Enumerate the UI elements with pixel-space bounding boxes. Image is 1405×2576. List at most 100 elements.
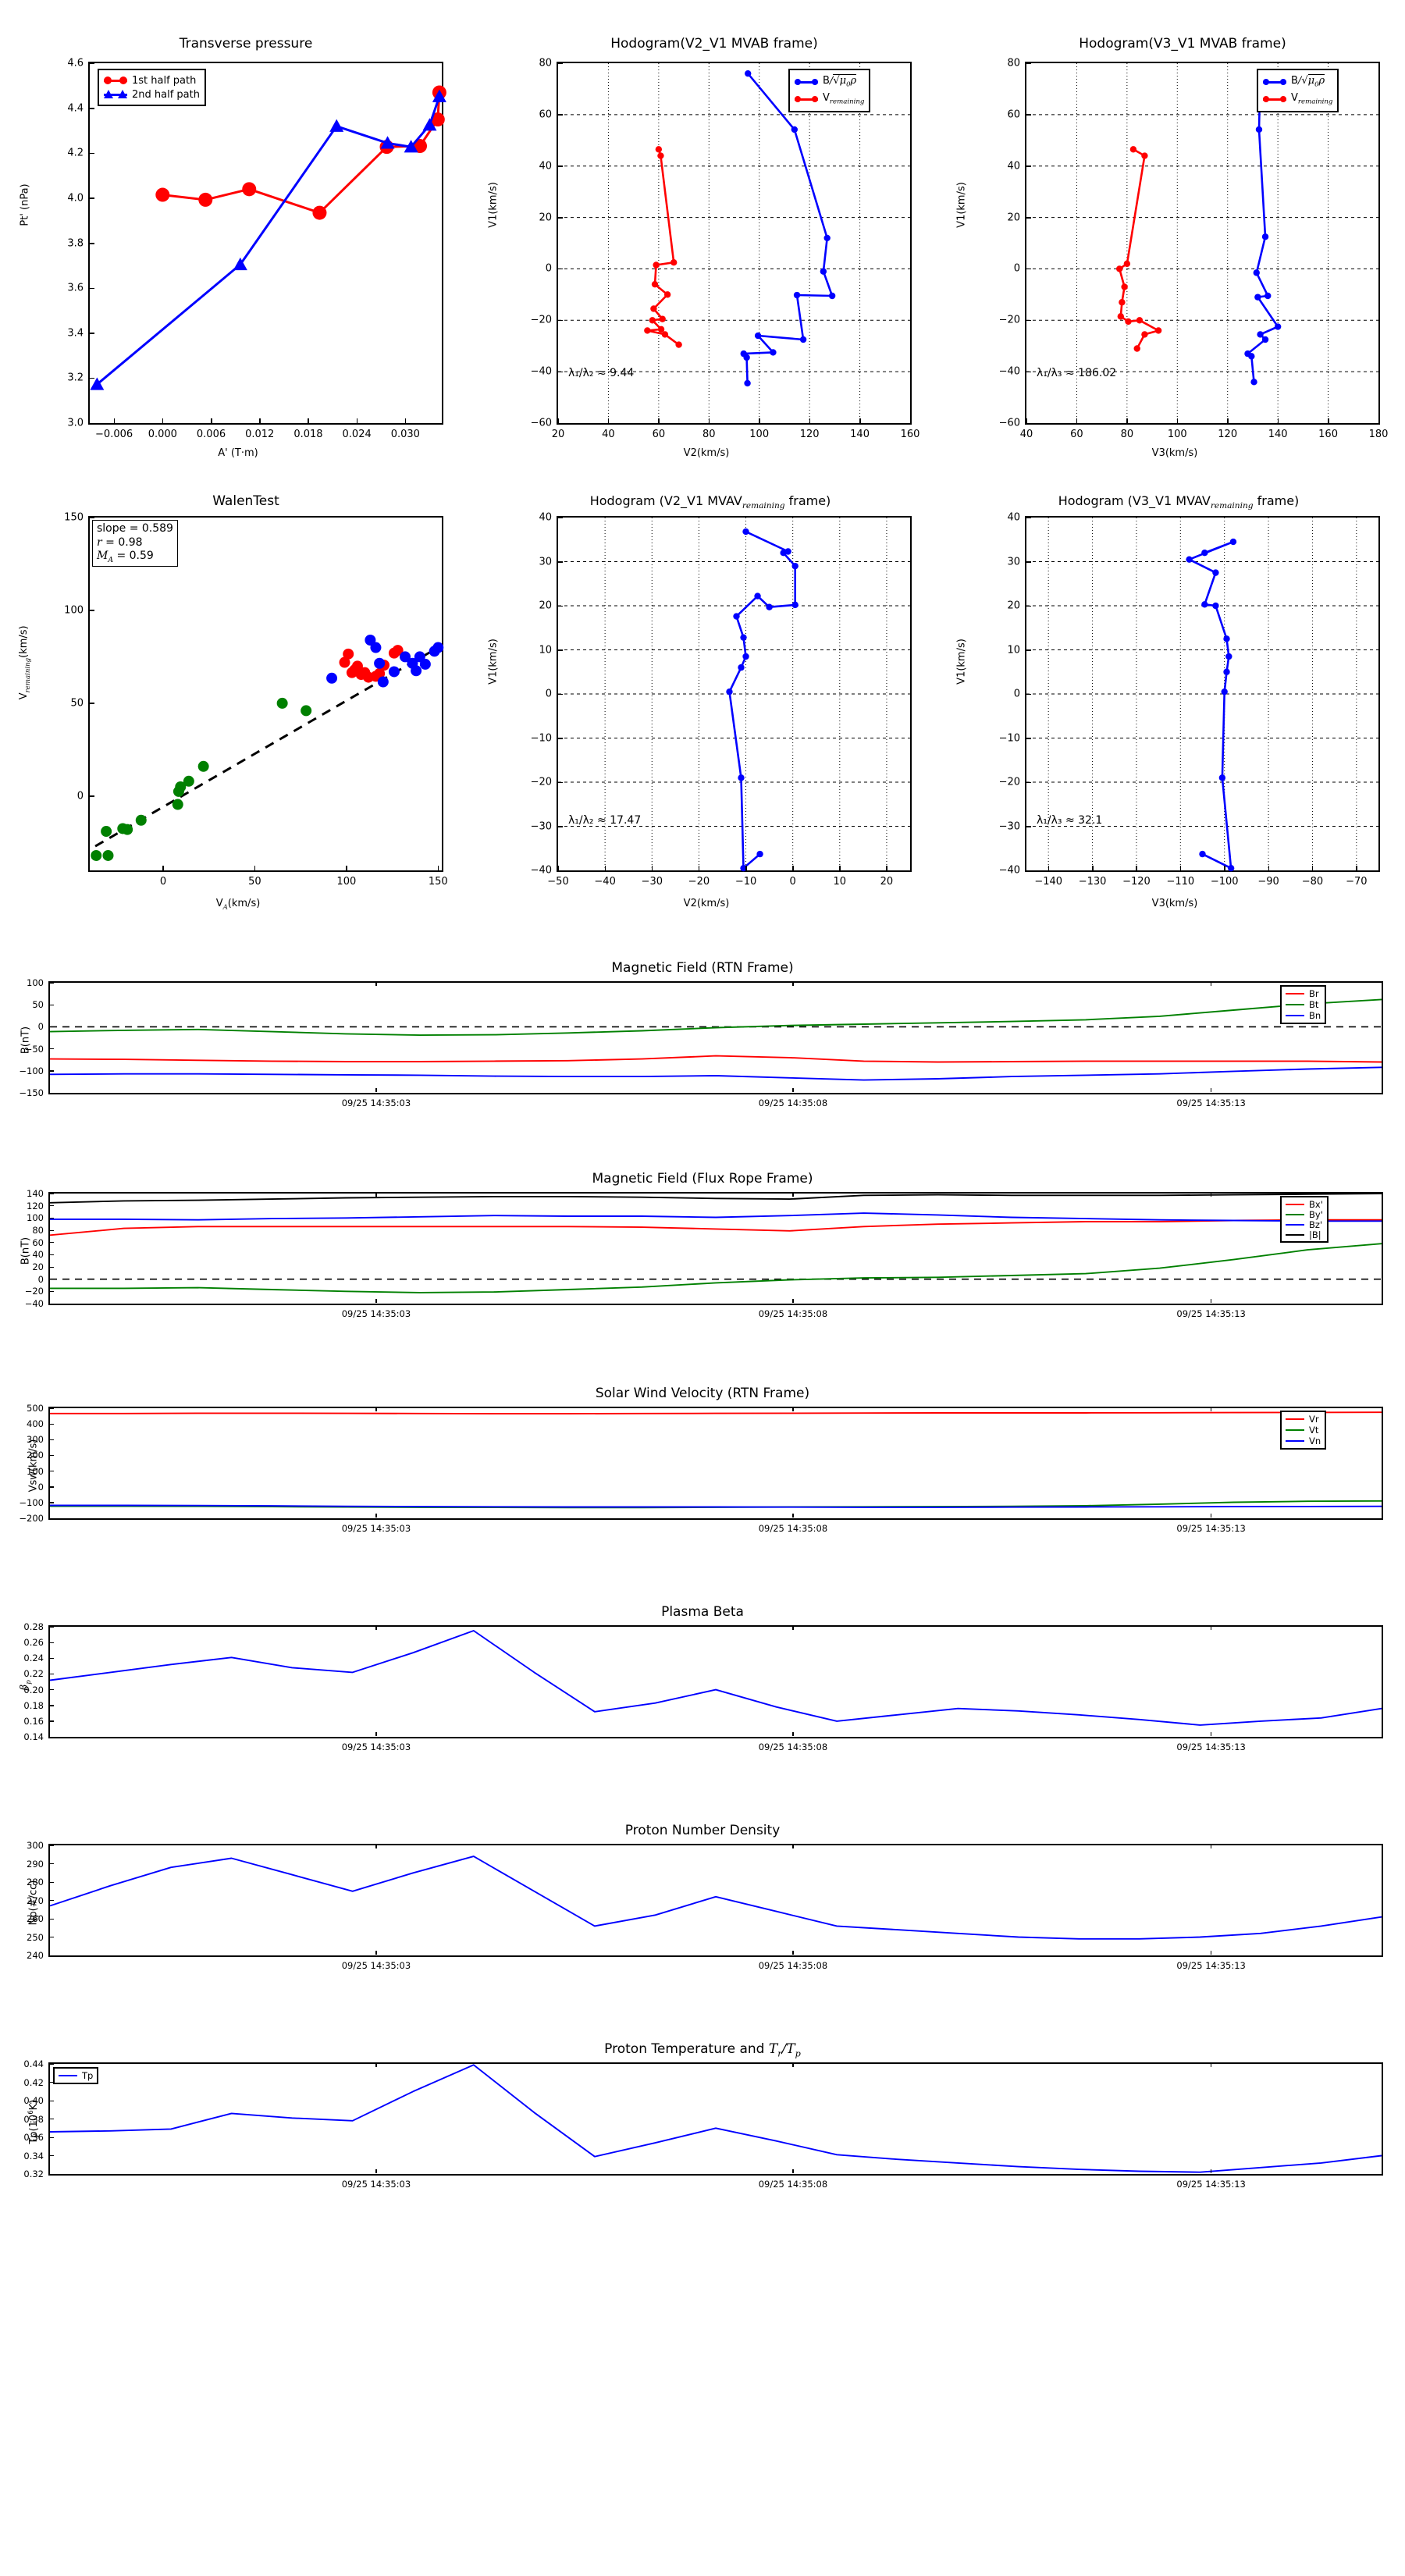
stat-ma: MA = 0.59 <box>97 550 154 564</box>
x-tick-label: 80 <box>1120 429 1134 440</box>
x-tick-mark <box>792 1514 794 1517</box>
y-tick-mark <box>50 2063 54 2065</box>
x-tick-mark <box>658 418 660 423</box>
x-axis-label: A' (T·m) <box>218 447 258 459</box>
y-tick-mark <box>558 517 563 518</box>
y-tick-mark <box>50 1205 54 1207</box>
x-tick-mark-top <box>792 1845 794 1848</box>
y-tick-mark <box>90 243 94 244</box>
y-tick-mark <box>1026 561 1031 563</box>
y-tick-mark <box>90 517 94 518</box>
x-tick-mark <box>604 866 606 870</box>
y-tick-mark <box>50 1217 54 1219</box>
x-tick-mark <box>437 866 439 870</box>
y-tick-label: 0 <box>1013 262 1020 275</box>
y-tick-label: 4.6 <box>67 57 84 69</box>
y-tick-label: 30 <box>1007 556 1020 568</box>
x-tick-label: 40 <box>1019 429 1033 440</box>
y-tick-label: −100 <box>19 1496 44 1508</box>
y-tick-label: 150 <box>64 511 84 524</box>
x-tick-mark <box>162 866 164 870</box>
y-tick-label: 4.2 <box>67 147 84 159</box>
plot-area <box>48 1192 1383 1305</box>
y-tick-label: 300 <box>27 1434 44 1446</box>
y-axis-label: V1(km/s) <box>487 639 500 685</box>
y-tick-label: 40 <box>1007 160 1020 173</box>
y-tick-label: 40 <box>1007 511 1020 524</box>
y-tick-label: 40 <box>539 160 552 173</box>
y-tick-label: −10 <box>998 732 1020 744</box>
plot-svg <box>49 1630 1382 1726</box>
x-tick-mark <box>1048 866 1050 870</box>
x-tick-label: 180 <box>1368 429 1389 440</box>
y-tick-mark <box>50 1626 54 1628</box>
legend-item: Bn <box>1286 1010 1321 1021</box>
marker-triangle-blue-icon <box>104 89 127 100</box>
line-swatch-bt <box>1286 1004 1304 1005</box>
x-tick-label: 09/25 14:35:03 <box>341 2179 411 2190</box>
y-tick-label: −40 <box>24 1298 44 1309</box>
x-tick-label: 09/25 14:35:13 <box>1176 2179 1246 2190</box>
x-tick-mark <box>809 418 811 423</box>
x-axis-label: V2(km/s) <box>683 447 730 459</box>
line-swatch-tp <box>59 2075 77 2076</box>
x-tick-mark <box>698 866 700 870</box>
y-tick-mark <box>558 826 563 827</box>
y-tick-label: −40 <box>998 864 1020 877</box>
plot-area <box>48 981 1383 1094</box>
y-tick-mark <box>50 2137 54 2138</box>
panel-title: Plasma Beta <box>661 1604 744 1620</box>
y-tick-mark <box>50 2173 54 2175</box>
y-tick-mark <box>1026 649 1031 651</box>
y-tick-label: 0 <box>545 262 552 275</box>
x-tick-label: 0.024 <box>342 429 372 440</box>
y-tick-mark <box>558 870 563 871</box>
stat-slope: slope = 0.589 <box>97 522 173 535</box>
x-tick-label: −80 <box>1301 876 1324 888</box>
legend-label: Vn <box>1309 1436 1321 1446</box>
plot-area <box>88 516 444 872</box>
plot-area <box>48 1625 1383 1738</box>
y-tick-mark <box>90 287 94 290</box>
x-tick-label: 0 <box>159 876 167 888</box>
x-tick-mark <box>792 1951 794 1955</box>
eigenvalue-ratio-annotation: λ₁/λ₂ ≈ 9.44 <box>568 367 635 379</box>
y-tick-mark <box>50 1863 54 1865</box>
x-tick-label: 100 <box>336 876 357 888</box>
legend-label: Vremaining <box>823 92 865 106</box>
marker-circle-blue-icon <box>1263 76 1286 87</box>
plot-area <box>48 1407 1383 1520</box>
y-tick-mark <box>558 693 563 695</box>
plot-area <box>1025 62 1380 425</box>
y-tick-mark <box>50 1266 54 1268</box>
x-tick-mark-top <box>792 2063 794 2067</box>
x-tick-mark <box>1076 418 1078 423</box>
x-tick-label: 0.030 <box>390 429 420 440</box>
x-tick-mark <box>557 866 559 870</box>
y-tick-mark <box>558 62 563 64</box>
y-tick-mark <box>50 1486 54 1488</box>
plot-svg <box>558 63 910 423</box>
y-tick-label: 20 <box>32 1261 44 1272</box>
panel-solar-wind-velocity: Solar Wind Velocity (RTN Frame) Vsw(km/s… <box>0 1386 1405 1581</box>
x-tick-label: 09/25 14:35:03 <box>341 1742 411 1752</box>
y-tick-mark <box>1026 114 1031 116</box>
y-tick-label: 0.18 <box>23 1699 44 1711</box>
x-tick-mark <box>254 866 256 870</box>
y-tick-label: 260 <box>27 1913 44 1924</box>
panel-walen-test: WalenTest Vremaining(km/s) VA(km/s) 0 50 1… <box>0 461 468 921</box>
y-tick-mark <box>50 1048 54 1050</box>
legend-label: Br <box>1309 988 1319 999</box>
x-tick-label: 09/25 14:35:03 <box>341 1960 411 1971</box>
panel-plasma-beta: Plasma Beta βp 0.14 0.16 0.18 0.20 0.22 0.24 0… <box>0 1604 1405 1799</box>
y-tick-mark <box>50 1900 54 1902</box>
y-tick-label: 0.22 <box>23 1668 44 1680</box>
plot-svg <box>49 1193 1382 1293</box>
x-tick-mark <box>375 1299 377 1303</box>
legend-item: Vremaining <box>795 91 864 108</box>
y-tick-mark <box>50 1845 54 1846</box>
y-tick-label: 0 <box>545 688 552 700</box>
y-tick-label: 0.40 <box>23 2095 44 2106</box>
legend-item: Bt <box>1286 999 1321 1010</box>
x-tick-label: −40 <box>594 876 616 888</box>
